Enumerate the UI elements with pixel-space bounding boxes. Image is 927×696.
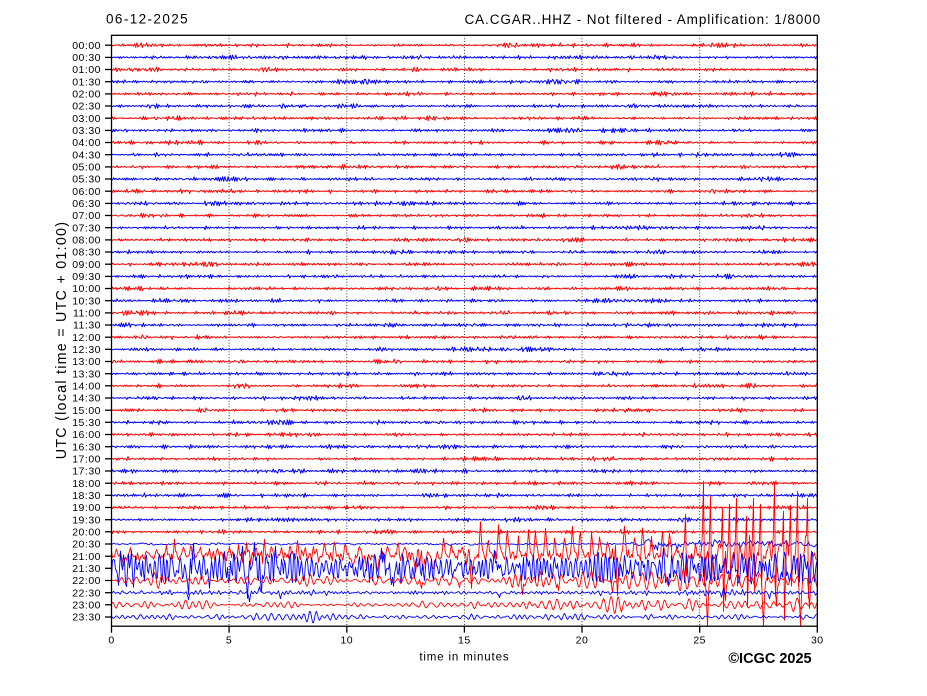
svg-text:16:30: 16:30 <box>72 441 101 453</box>
svg-text:06:30: 06:30 <box>72 198 101 210</box>
svg-text:12:00: 12:00 <box>72 332 101 344</box>
svg-text:08:00: 08:00 <box>72 235 101 247</box>
svg-text:15: 15 <box>458 634 471 646</box>
svg-text:14:00: 14:00 <box>72 380 101 392</box>
svg-text:05:30: 05:30 <box>72 174 101 186</box>
svg-text:17:00: 17:00 <box>72 453 101 465</box>
svg-text:06-12-2025: 06-12-2025 <box>106 12 189 27</box>
svg-text:02:30: 02:30 <box>72 101 101 113</box>
svg-text:11:30: 11:30 <box>73 320 101 332</box>
svg-text:CA.CGAR..HHZ - Not filtered -: CA.CGAR..HHZ - Not filtered - Amplificat… <box>464 12 821 27</box>
svg-text:09:00: 09:00 <box>72 259 101 271</box>
svg-text:10: 10 <box>340 634 353 646</box>
svg-text:19:30: 19:30 <box>72 514 101 526</box>
svg-text:13:00: 13:00 <box>72 356 101 368</box>
svg-text:06:00: 06:00 <box>72 186 101 198</box>
svg-text:20:30: 20:30 <box>72 539 101 551</box>
svg-text:18:00: 18:00 <box>72 478 101 490</box>
svg-text:11:00: 11:00 <box>73 308 101 320</box>
svg-text:13:30: 13:30 <box>72 368 101 380</box>
svg-text:time in minutes: time in minutes <box>419 652 509 664</box>
svg-text:09:30: 09:30 <box>72 271 101 283</box>
svg-text:01:00: 01:00 <box>72 64 101 76</box>
svg-text:08:30: 08:30 <box>72 247 101 259</box>
svg-text:03:00: 03:00 <box>72 113 101 125</box>
svg-text:23:00: 23:00 <box>72 599 101 611</box>
svg-text:21:30: 21:30 <box>72 563 101 575</box>
svg-text:30: 30 <box>811 634 824 646</box>
svg-text:02:00: 02:00 <box>72 89 101 101</box>
svg-text:23:30: 23:30 <box>72 612 101 624</box>
svg-text:5: 5 <box>226 634 232 646</box>
svg-text:18:30: 18:30 <box>72 490 101 502</box>
svg-text:00:30: 00:30 <box>72 52 101 64</box>
svg-text:10:00: 10:00 <box>72 283 101 295</box>
svg-text:05:00: 05:00 <box>72 162 101 174</box>
svg-text:00:00: 00:00 <box>72 40 101 52</box>
svg-text:07:30: 07:30 <box>72 222 101 234</box>
svg-text:20:00: 20:00 <box>72 526 101 538</box>
svg-text:0: 0 <box>108 634 114 646</box>
svg-text:03:30: 03:30 <box>72 125 101 137</box>
svg-text:15:00: 15:00 <box>72 405 101 417</box>
svg-text:15:30: 15:30 <box>72 417 101 429</box>
svg-text:20: 20 <box>576 634 589 646</box>
svg-text:19:00: 19:00 <box>72 502 101 514</box>
svg-text:25: 25 <box>693 634 706 646</box>
svg-text:04:00: 04:00 <box>72 137 101 149</box>
svg-text:UTC (local time = UTC + 01:00): UTC (local time = UTC + 01:00) <box>54 221 70 460</box>
svg-text:22:30: 22:30 <box>72 587 101 599</box>
svg-text:14:30: 14:30 <box>72 393 101 405</box>
svg-text:01:30: 01:30 <box>72 76 101 88</box>
svg-text:21:00: 21:00 <box>72 551 101 563</box>
svg-text:17:30: 17:30 <box>72 466 101 478</box>
svg-text:©ICGC 2025: ©ICGC 2025 <box>728 651 811 667</box>
svg-text:12:30: 12:30 <box>72 344 101 356</box>
svg-text:22:00: 22:00 <box>72 575 101 587</box>
svg-text:16:00: 16:00 <box>72 429 101 441</box>
svg-text:07:00: 07:00 <box>72 210 101 222</box>
svg-text:04:30: 04:30 <box>72 149 101 161</box>
svg-text:10:30: 10:30 <box>72 295 101 307</box>
